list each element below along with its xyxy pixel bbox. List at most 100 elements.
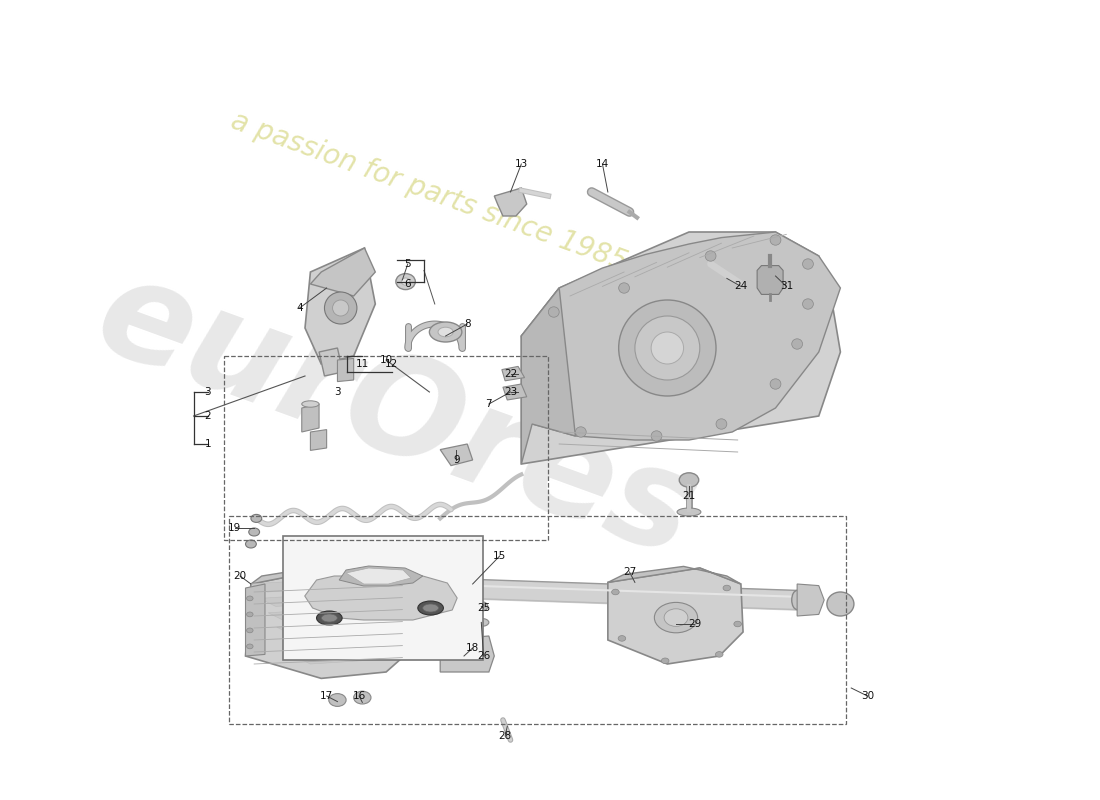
- Text: 21: 21: [682, 491, 695, 501]
- Ellipse shape: [803, 258, 813, 269]
- Text: 6: 6: [405, 279, 411, 289]
- Ellipse shape: [575, 427, 586, 437]
- Ellipse shape: [474, 618, 488, 626]
- Ellipse shape: [324, 292, 356, 324]
- Ellipse shape: [635, 316, 700, 380]
- Ellipse shape: [612, 589, 619, 595]
- Ellipse shape: [246, 644, 253, 649]
- Polygon shape: [310, 430, 327, 450]
- Text: 30: 30: [861, 691, 875, 701]
- Polygon shape: [319, 348, 343, 376]
- Polygon shape: [245, 568, 419, 678]
- Text: 11: 11: [355, 359, 368, 369]
- Polygon shape: [521, 232, 840, 440]
- Ellipse shape: [651, 431, 662, 442]
- Ellipse shape: [329, 694, 346, 706]
- Text: 20: 20: [233, 571, 246, 581]
- Polygon shape: [339, 566, 422, 586]
- Polygon shape: [260, 590, 400, 606]
- Ellipse shape: [317, 611, 342, 625]
- Ellipse shape: [429, 322, 462, 342]
- Polygon shape: [268, 605, 409, 621]
- Polygon shape: [301, 404, 319, 432]
- Text: 15: 15: [493, 551, 506, 561]
- Ellipse shape: [549, 306, 559, 317]
- Polygon shape: [305, 248, 375, 364]
- Ellipse shape: [803, 299, 813, 310]
- Text: 8: 8: [464, 319, 471, 329]
- Ellipse shape: [664, 609, 688, 626]
- Text: 18: 18: [466, 643, 480, 653]
- Text: 5: 5: [405, 259, 411, 269]
- Text: 7: 7: [485, 399, 492, 409]
- Polygon shape: [503, 384, 527, 400]
- Ellipse shape: [734, 621, 741, 627]
- Ellipse shape: [246, 628, 253, 633]
- Polygon shape: [346, 568, 411, 584]
- Polygon shape: [608, 566, 741, 584]
- Ellipse shape: [770, 379, 781, 389]
- Polygon shape: [310, 248, 375, 296]
- Ellipse shape: [661, 658, 669, 663]
- Ellipse shape: [679, 473, 699, 487]
- Ellipse shape: [251, 514, 262, 522]
- Text: 19: 19: [228, 523, 241, 533]
- Ellipse shape: [249, 528, 260, 536]
- Polygon shape: [251, 576, 392, 592]
- Text: 29: 29: [688, 619, 701, 629]
- Ellipse shape: [618, 282, 629, 294]
- Bar: [229, 516, 846, 724]
- Ellipse shape: [332, 300, 349, 316]
- Text: 2: 2: [205, 411, 211, 421]
- Polygon shape: [338, 358, 354, 382]
- Bar: [224, 356, 549, 540]
- Polygon shape: [305, 573, 458, 620]
- Ellipse shape: [396, 274, 416, 290]
- Ellipse shape: [438, 327, 453, 337]
- Text: 22: 22: [504, 370, 517, 379]
- Ellipse shape: [475, 602, 487, 611]
- Ellipse shape: [321, 614, 338, 622]
- Polygon shape: [286, 634, 426, 650]
- Ellipse shape: [422, 604, 439, 612]
- Polygon shape: [294, 648, 434, 664]
- Ellipse shape: [678, 508, 701, 516]
- Text: 3: 3: [334, 387, 341, 397]
- Text: 1: 1: [205, 439, 211, 449]
- Ellipse shape: [618, 300, 716, 396]
- Ellipse shape: [792, 339, 803, 349]
- Polygon shape: [798, 584, 824, 616]
- Text: 28: 28: [498, 731, 512, 741]
- Ellipse shape: [354, 691, 371, 704]
- Polygon shape: [245, 584, 265, 656]
- Text: eurOres: eurOres: [80, 246, 714, 586]
- Text: 14: 14: [596, 159, 609, 169]
- Text: 16: 16: [352, 691, 365, 701]
- Ellipse shape: [654, 602, 697, 633]
- Ellipse shape: [715, 651, 723, 658]
- Text: 31: 31: [780, 282, 793, 291]
- Ellipse shape: [705, 250, 716, 261]
- Text: 13: 13: [515, 159, 528, 169]
- Ellipse shape: [651, 332, 683, 364]
- Polygon shape: [521, 232, 840, 464]
- Ellipse shape: [618, 636, 626, 642]
- Polygon shape: [440, 444, 473, 466]
- Ellipse shape: [246, 612, 253, 617]
- Text: 4: 4: [296, 303, 303, 313]
- Ellipse shape: [723, 586, 730, 590]
- Ellipse shape: [418, 601, 443, 615]
- Polygon shape: [521, 288, 575, 464]
- Ellipse shape: [770, 235, 781, 245]
- Ellipse shape: [301, 401, 319, 407]
- Text: 24: 24: [735, 282, 748, 291]
- Ellipse shape: [827, 592, 854, 616]
- Polygon shape: [251, 565, 419, 592]
- Ellipse shape: [716, 419, 727, 429]
- Polygon shape: [502, 366, 525, 381]
- Text: 10: 10: [379, 355, 393, 365]
- Text: 27: 27: [623, 567, 636, 577]
- Text: 3: 3: [205, 387, 211, 397]
- Text: 26: 26: [476, 651, 491, 661]
- Text: 25: 25: [476, 603, 491, 613]
